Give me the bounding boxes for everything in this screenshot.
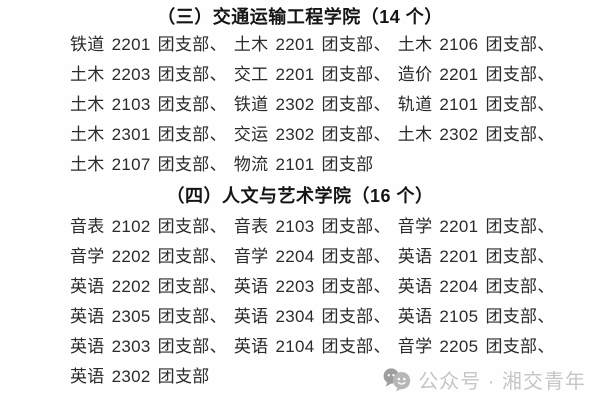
section-humanities-arts-college: （四）人文与艺术学院（16 个） 音表 2102 团支部、 音表 2103 团支… (0, 183, 600, 392)
branch-list-line: 铁道 2201 团支部、 土木 2201 团支部、 土木 2106 团支部、 (70, 35, 555, 54)
branch-list-line: 音表 2102 团支部、 音表 2103 团支部、 音学 2201 团支部、 (70, 217, 555, 236)
branch-list-line: 土木 2107 团支部、 物流 2101 团支部 (70, 155, 374, 174)
watermark: 公众号 · 湘交青年 (383, 365, 586, 394)
section-heading: （三）交通运输工程学院（14 个） (157, 7, 443, 27)
wechat-official-account-icon (383, 368, 411, 392)
branch-list-line: 土木 2103 团支部、 铁道 2302 团支部、 轨道 2101 团支部、 (70, 95, 555, 114)
branch-list-line: 英语 2302 团支部 (70, 367, 210, 386)
section-heading: （四）人文与艺术学院（16 个） (166, 186, 434, 206)
section-transportation-college: （三）交通运输工程学院（14 个） 铁道 2201 团支部、 土木 2201 团… (0, 4, 600, 180)
watermark-label: 公众号 · 湘交青年 (418, 371, 586, 393)
branch-list-line: 土木 2301 团支部、 交运 2302 团支部、 土木 2302 团支部、 (70, 125, 555, 144)
branch-list-line: 英语 2202 团支部、 英语 2203 团支部、 英语 2204 团支部、 (70, 277, 555, 296)
branch-list-line: 英语 2303 团支部、 英语 2104 团支部、 音学 2205 团支部、 (70, 337, 555, 356)
branch-list-line: 音学 2202 团支部、 音学 2204 团支部、 英语 2201 团支部、 (70, 247, 555, 266)
branch-list-line: 英语 2305 团支部、 英语 2304 团支部、 英语 2105 团支部、 (70, 307, 555, 326)
branch-list-line: 土木 2203 团支部、 交工 2201 团支部、 造价 2201 团支部、 (70, 65, 555, 84)
